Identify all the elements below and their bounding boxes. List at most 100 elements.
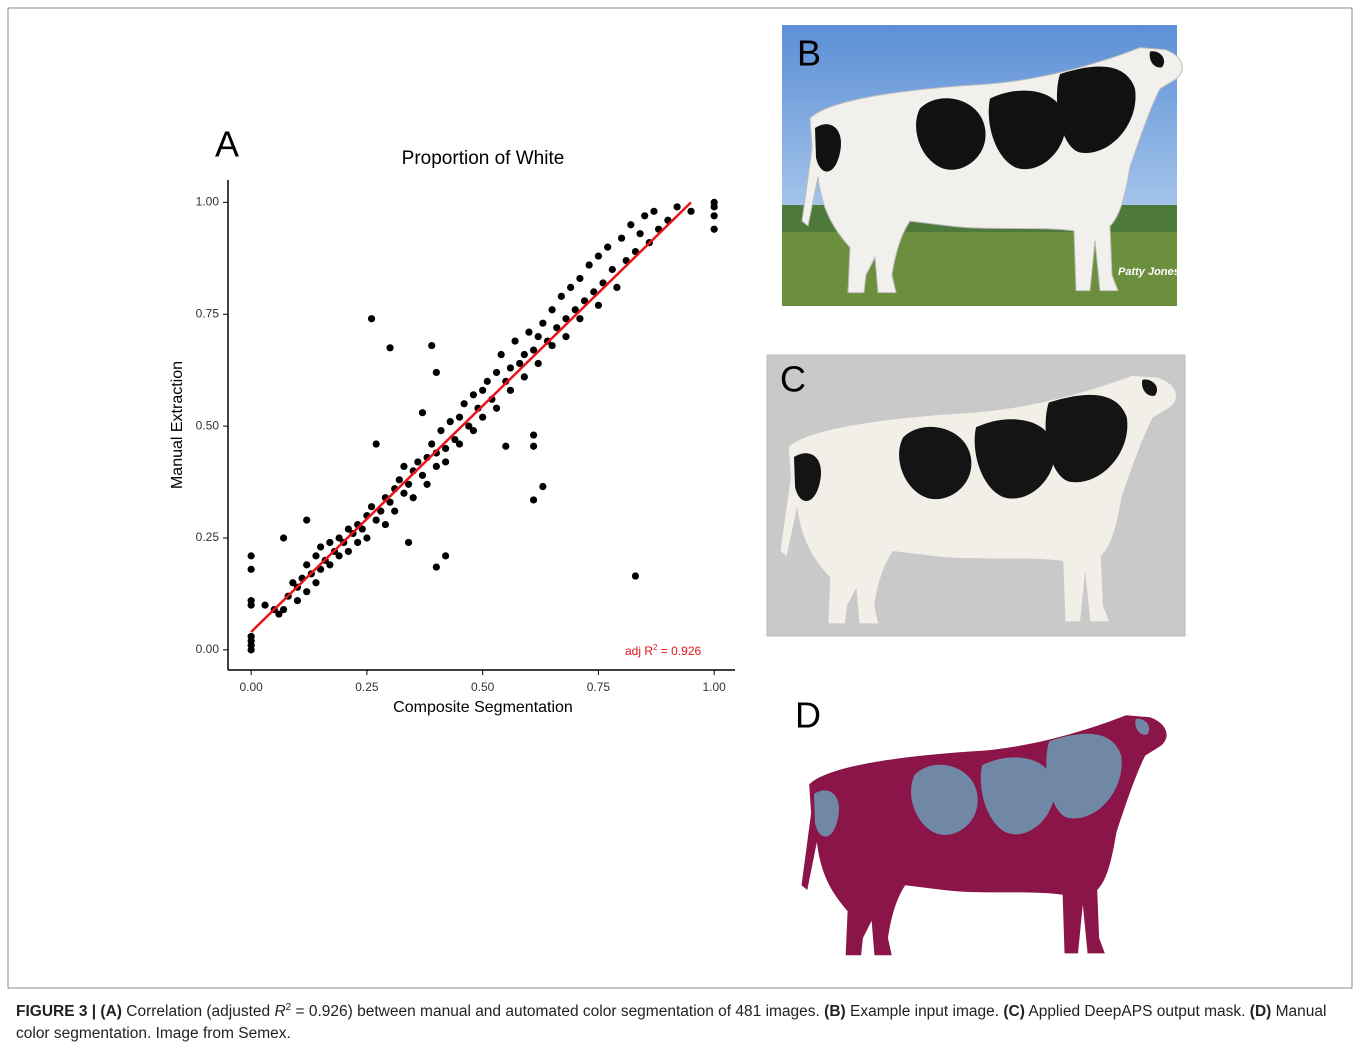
point — [511, 337, 519, 345]
point — [279, 605, 288, 614]
point — [525, 328, 533, 336]
x-tick-label: 0.25 — [355, 680, 379, 694]
point — [442, 444, 450, 453]
point — [414, 458, 422, 466]
point — [455, 440, 464, 448]
point — [400, 489, 408, 497]
point — [386, 498, 394, 506]
point — [386, 344, 394, 352]
point — [492, 404, 501, 412]
annotation-part: = 0.926 — [657, 644, 701, 658]
panel-label: A — [215, 124, 239, 165]
point — [576, 274, 584, 283]
point — [562, 315, 570, 323]
point — [261, 601, 269, 609]
point — [465, 422, 473, 430]
point — [344, 525, 352, 533]
point — [516, 359, 524, 368]
point — [594, 252, 603, 260]
point — [247, 646, 255, 654]
point — [312, 579, 320, 587]
point — [529, 346, 538, 354]
annotation: adj R2 = 0.926 — [625, 643, 702, 659]
panel-label: C — [780, 359, 806, 400]
point — [534, 359, 542, 368]
y-tick-label: 0.50 — [196, 418, 220, 432]
x-tick-label: 0.50 — [471, 680, 495, 694]
point — [391, 507, 399, 515]
point — [455, 413, 464, 421]
point — [520, 373, 528, 381]
point — [432, 563, 440, 571]
point — [479, 386, 487, 394]
point — [247, 565, 255, 573]
point — [418, 471, 427, 479]
point — [442, 458, 450, 466]
point — [576, 315, 584, 323]
point — [437, 426, 445, 435]
point — [687, 207, 695, 215]
point — [590, 288, 598, 296]
x-tick-label: 0.75 — [587, 680, 611, 694]
point — [418, 409, 427, 417]
point — [627, 221, 635, 229]
caption-text: (B) — [824, 1003, 846, 1021]
point — [585, 261, 593, 269]
point — [404, 538, 413, 547]
figure-caption: FIGURE 3 | (A) Correlation (adjusted R2 … — [16, 997, 1336, 1045]
figure: A Proportion of White Composite Segmentati… — [7, 7, 1353, 989]
point — [548, 341, 556, 350]
point — [613, 283, 621, 291]
x-tick-label: 0.00 — [239, 680, 263, 694]
point — [641, 212, 649, 220]
point — [428, 440, 436, 448]
y-tick-label: 0.00 — [196, 642, 220, 656]
point — [710, 212, 718, 220]
caption-text: Correlation (adjusted — [121, 1003, 275, 1021]
caption-text: = 0.926) between manual and automated co… — [291, 1003, 825, 1021]
point — [562, 333, 570, 341]
cow-segmentation — [801, 715, 1167, 956]
figure-frame — [7, 7, 1353, 989]
point — [372, 516, 380, 524]
y-tick-label: 1.00 — [196, 195, 220, 209]
point — [377, 507, 385, 515]
point — [506, 364, 515, 372]
point — [247, 552, 255, 560]
point — [594, 301, 603, 309]
point — [423, 480, 431, 488]
caption-text: Example input image. — [845, 1003, 1004, 1021]
point — [381, 520, 390, 529]
point — [460, 400, 468, 408]
y-axis-title: Manual Extraction — [169, 361, 186, 489]
point — [432, 368, 440, 377]
point — [303, 561, 311, 569]
point — [289, 579, 297, 587]
caption-text: R — [274, 1003, 286, 1021]
point — [400, 462, 408, 470]
point — [409, 494, 417, 502]
point — [303, 588, 311, 596]
caption-text: (C) — [1003, 1003, 1025, 1021]
watermark: Patty Jones — [1118, 266, 1180, 278]
point — [710, 225, 718, 233]
point — [247, 597, 255, 605]
point — [548, 306, 556, 314]
point — [404, 480, 413, 488]
point — [497, 350, 505, 359]
point — [312, 552, 320, 560]
point — [451, 435, 459, 444]
caption-text: 2 — [285, 1002, 292, 1013]
point — [617, 234, 626, 242]
point — [483, 377, 491, 385]
point — [303, 516, 311, 524]
point — [395, 476, 403, 484]
point — [279, 534, 288, 542]
x-tick-label: 1.00 — [702, 680, 726, 694]
point — [372, 440, 380, 448]
scatter-panel: A Proportion of White Composite Segmentati… — [169, 124, 735, 716]
point — [636, 230, 644, 238]
annotation-part: adj R — [625, 644, 653, 658]
point — [354, 538, 362, 547]
y-tick-label: 0.75 — [196, 306, 220, 320]
